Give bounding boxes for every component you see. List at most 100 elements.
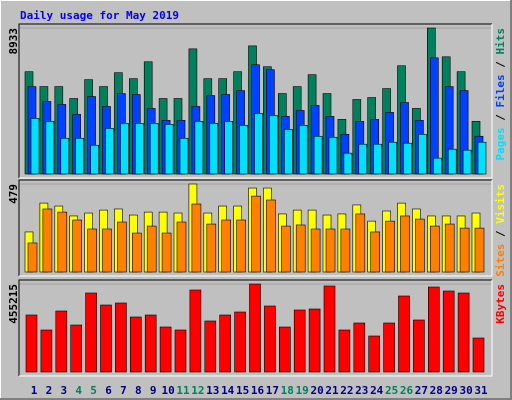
x-tick-label: 31 xyxy=(474,384,488,397)
x-tick-label: 3 xyxy=(60,384,67,397)
x-tick-label: 19 xyxy=(296,384,309,397)
bar xyxy=(373,143,383,175)
bar xyxy=(338,329,351,373)
bar xyxy=(55,310,68,373)
x-tick-label: 10 xyxy=(161,384,174,397)
bar xyxy=(355,213,366,273)
legend-entry: Pages xyxy=(494,127,507,160)
bar xyxy=(219,314,231,373)
bar xyxy=(221,219,231,273)
bar xyxy=(474,227,485,273)
x-tick-label: 13 xyxy=(206,384,219,397)
bar xyxy=(323,285,336,373)
bar xyxy=(194,121,204,175)
bar xyxy=(159,326,172,373)
bar xyxy=(146,225,157,273)
bar xyxy=(191,203,202,273)
bar xyxy=(224,121,233,175)
bar xyxy=(388,141,397,175)
bar xyxy=(144,314,157,373)
x-tick-label: 11 xyxy=(176,384,190,397)
x-tick-label: 17 xyxy=(266,384,279,397)
plot-border-light xyxy=(19,24,493,179)
bar xyxy=(308,308,321,373)
bar xyxy=(176,221,187,273)
bar xyxy=(236,219,246,273)
bar xyxy=(400,215,410,273)
y-tick-label: 479 xyxy=(7,184,20,204)
bar xyxy=(40,329,53,373)
bar xyxy=(135,123,144,175)
x-tick-label: 14 xyxy=(221,384,235,397)
x-tick-label: 6 xyxy=(105,384,112,397)
bar xyxy=(403,142,412,175)
legend-separator: / xyxy=(494,108,507,128)
bar xyxy=(418,133,427,175)
bar xyxy=(189,289,202,373)
bar xyxy=(398,295,410,373)
bar xyxy=(278,326,291,373)
x-tick-label: 7 xyxy=(120,384,127,397)
x-tick-label: 12 xyxy=(191,384,204,397)
plot-border-light xyxy=(19,180,493,277)
x-tick-label: 24 xyxy=(370,384,384,397)
x-tick-label: 27 xyxy=(415,384,428,397)
bar xyxy=(358,143,368,175)
bar xyxy=(295,224,306,273)
bar xyxy=(432,157,442,175)
bar xyxy=(383,322,395,373)
legend: KBytes xyxy=(494,284,507,324)
bar xyxy=(293,309,306,373)
bar xyxy=(472,337,485,373)
bar xyxy=(280,225,291,273)
bar xyxy=(328,136,338,175)
x-tick-label: 1 xyxy=(31,384,38,397)
bar xyxy=(385,220,395,273)
plot-border-dark xyxy=(18,23,492,178)
x-tick-label: 16 xyxy=(251,384,265,397)
bar xyxy=(117,221,127,273)
bar xyxy=(57,211,68,273)
bar xyxy=(164,124,174,175)
legend-separator: / xyxy=(494,55,507,75)
x-tick-label: 2 xyxy=(46,384,53,397)
bar xyxy=(132,232,142,273)
legend-entry: Visits xyxy=(494,184,507,224)
bar xyxy=(283,128,293,175)
bar xyxy=(102,228,112,273)
bar xyxy=(444,223,455,273)
bar xyxy=(249,283,261,373)
y-tick-label: 455215 xyxy=(7,284,20,324)
bar xyxy=(264,305,276,373)
bar xyxy=(254,113,263,175)
legend-entry: Sites xyxy=(494,244,507,277)
bar xyxy=(161,232,172,273)
legend-entry: Files xyxy=(494,74,507,107)
bar xyxy=(462,149,472,175)
bar xyxy=(105,128,114,175)
bar xyxy=(234,311,246,373)
x-tick-label: 21 xyxy=(325,384,339,397)
bar xyxy=(209,123,219,175)
bar xyxy=(298,125,308,175)
bar xyxy=(75,137,84,175)
plot-border-dark xyxy=(18,179,492,276)
bar xyxy=(30,118,40,175)
bar xyxy=(42,208,53,273)
x-tick-label: 23 xyxy=(355,384,368,397)
bar xyxy=(370,231,381,273)
bar xyxy=(447,148,457,175)
x-tick-label: 4 xyxy=(75,384,82,397)
bar xyxy=(427,286,440,373)
bar xyxy=(266,199,276,273)
bar xyxy=(115,302,127,373)
bar xyxy=(179,137,189,175)
bar xyxy=(130,316,142,373)
legend: Pages / Files / Hits xyxy=(494,28,507,161)
bar xyxy=(72,219,82,273)
legend: Sites / Visits xyxy=(494,184,507,277)
bar xyxy=(429,225,440,273)
legend-entry: KBytes xyxy=(494,284,507,324)
